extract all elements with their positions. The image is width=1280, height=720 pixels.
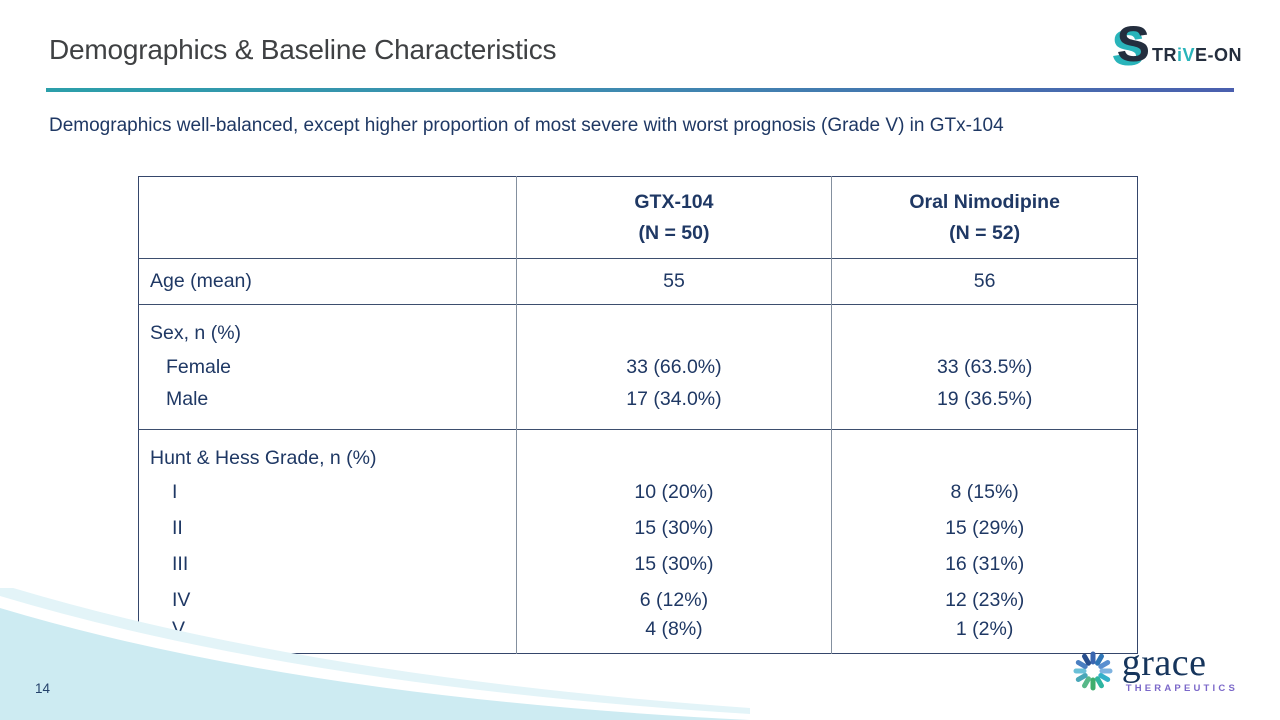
table-row: Sex, n (%) bbox=[138, 304, 1138, 349]
oral-value: 8 (15%) bbox=[831, 474, 1138, 510]
strive-s-icon: S S bbox=[1111, 16, 1150, 76]
table-row: Male 17 (34.0%) 19 (36.5%) bbox=[139, 386, 1138, 430]
oral-value: 16 (31%) bbox=[831, 546, 1138, 582]
row-label: I bbox=[172, 480, 178, 503]
starburst-icon bbox=[1073, 651, 1113, 691]
gtx-value: 55 bbox=[515, 258, 832, 305]
gtx-value: 10 (20%) bbox=[515, 474, 832, 510]
row-label: Female bbox=[166, 356, 232, 378]
gtx-value: 33 (66.0%) bbox=[515, 349, 832, 386]
table-row: I 10 (20%) 8 (15%) bbox=[139, 474, 1138, 510]
table-row: Female 33 (66.0%) 33 (63.5%) bbox=[139, 349, 1138, 386]
grace-therapeutics-logo: grace THERAPEUTICS bbox=[1070, 642, 1238, 694]
row-label: IV bbox=[172, 588, 191, 611]
grace-tagline: THERAPEUTICS bbox=[1125, 682, 1238, 694]
row-label: Male bbox=[166, 388, 209, 410]
gtx-value: 15 (30%) bbox=[515, 510, 832, 546]
oral-value: 15 (29%) bbox=[831, 510, 1138, 546]
gtx-value: 17 (34.0%) bbox=[515, 386, 832, 430]
gtx-value: 4 (8%) bbox=[515, 618, 832, 654]
oral-value: 33 (63.5%) bbox=[831, 349, 1138, 386]
row-label: II bbox=[172, 516, 183, 539]
table-row: III 15 (30%) 16 (31%) bbox=[139, 546, 1138, 582]
gtx-value bbox=[515, 429, 832, 474]
row-label: V bbox=[172, 618, 186, 640]
gtx-value: 15 (30%) bbox=[515, 546, 832, 582]
slide-subtitle: Demographics well-balanced, except highe… bbox=[49, 115, 1004, 136]
oral-value bbox=[831, 429, 1138, 474]
demographics-table: GTX-104 (N = 50) Oral Nimodipine (N = 52… bbox=[138, 176, 1138, 654]
oral-value: 1 (2%) bbox=[831, 618, 1138, 654]
gtx-value: 6 (12%) bbox=[515, 582, 832, 618]
oral-value: 12 (23%) bbox=[831, 582, 1138, 618]
header-empty-cell bbox=[139, 177, 517, 259]
strive-wordmark: TRiVE-ON bbox=[1151, 45, 1242, 65]
row-label: III bbox=[172, 552, 189, 575]
oral-value bbox=[831, 304, 1138, 349]
table-header-row: GTX-104 (N = 50) Oral Nimodipine (N = 52… bbox=[139, 176, 1138, 259]
row-label: Hunt & Hess Grade, n (%) bbox=[138, 429, 517, 474]
header-gtx104: GTX-104 (N = 50) bbox=[515, 176, 832, 259]
strive-on-logo: S S TRiVE-ON bbox=[1111, 16, 1242, 76]
grace-wordmark: grace bbox=[1121, 642, 1207, 685]
table-row: Age (mean) 55 56 bbox=[138, 258, 1138, 305]
table-row: V 4 (8%) 1 (2%) bbox=[139, 618, 1138, 654]
oral-value: 19 (36.5%) bbox=[831, 386, 1138, 430]
page-number: 14 bbox=[35, 681, 51, 696]
row-label: Age (mean) bbox=[138, 258, 517, 305]
header-oral-nimodipine: Oral Nimodipine (N = 52) bbox=[831, 176, 1138, 259]
table-row: Hunt & Hess Grade, n (%) bbox=[138, 429, 1138, 474]
table-row: II 15 (30%) 15 (29%) bbox=[139, 510, 1138, 546]
oral-value: 56 bbox=[831, 258, 1138, 305]
page-title: Demographics & Baseline Characteristics bbox=[49, 34, 557, 65]
gtx-value bbox=[515, 304, 832, 349]
table-row: IV 6 (12%) 12 (23%) bbox=[139, 582, 1138, 618]
row-label: Sex, n (%) bbox=[138, 304, 517, 349]
title-divider bbox=[46, 88, 1234, 92]
